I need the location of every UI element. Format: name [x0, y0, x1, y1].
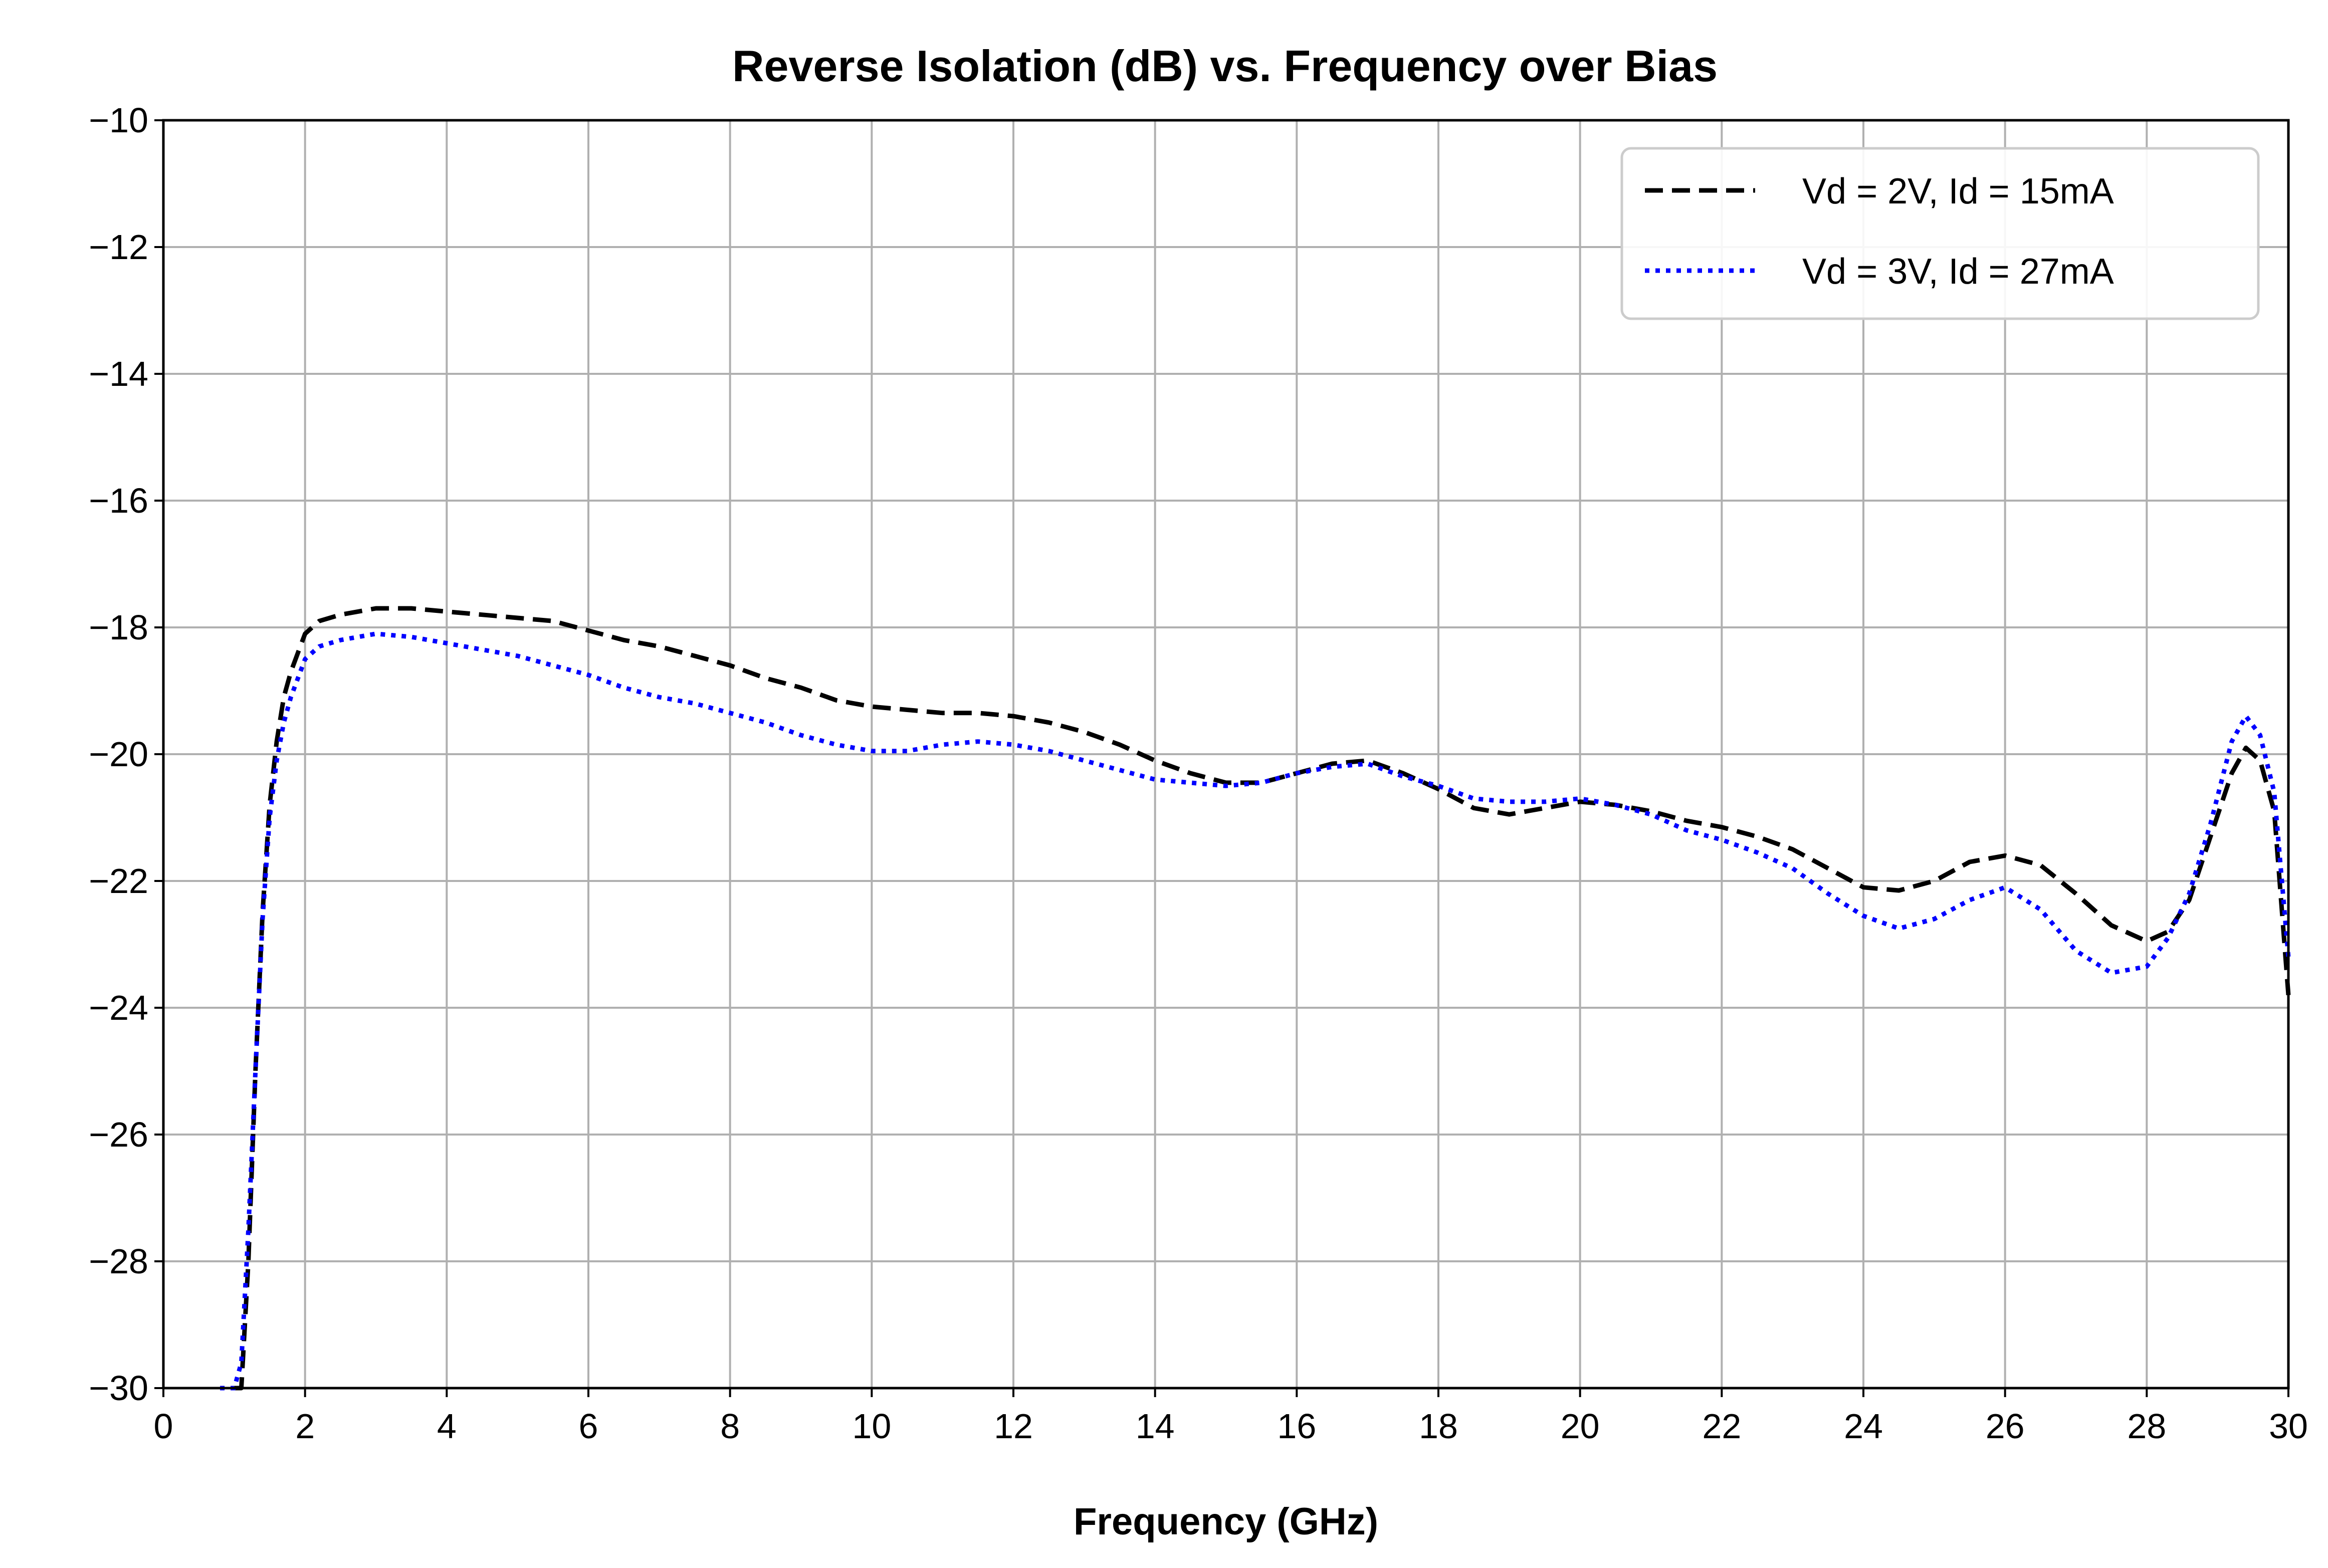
x-tick-label: 20 — [1561, 1407, 1600, 1446]
x-tick-label: 22 — [1702, 1407, 1741, 1446]
legend-label-series-2: Vd = 3V, Id = 27mA — [1802, 252, 2114, 292]
series-layer — [220, 606, 2291, 1391]
x-tick-label: 8 — [720, 1407, 740, 1446]
y-tick-label: −26 — [89, 1115, 148, 1154]
x-tick-label: 2 — [295, 1407, 315, 1446]
x-axis: 0 2 4 6 8 10 12 14 16 18 20 22 24 26 28 30 — [154, 1388, 2308, 1446]
y-axis: −30 −28 −26 −24 −22 −20 −18 −16 −14 −12 −10 — [89, 101, 163, 1408]
y-tick-label: −16 — [89, 481, 148, 520]
series-line-2 — [220, 631, 2291, 1391]
y-tick-label: −14 — [89, 354, 148, 393]
y-tick-label: −18 — [89, 608, 148, 647]
y-tick-label: −10 — [89, 101, 148, 140]
y-tick-label: −22 — [89, 861, 148, 901]
y-tick-label: −28 — [89, 1242, 148, 1281]
legend-label-series-1: Vd = 2V, Id = 15mA — [1802, 171, 2114, 211]
x-tick-label: 30 — [2269, 1407, 2308, 1446]
y-tick-label: −24 — [89, 988, 148, 1027]
x-tick-label: 10 — [852, 1407, 891, 1446]
x-tick-label: 24 — [1844, 1407, 1883, 1446]
x-tick-label: 4 — [437, 1407, 457, 1446]
x-tick-label: 16 — [1277, 1407, 1316, 1446]
series-line-1 — [234, 606, 2291, 1391]
x-axis-label: Frequency (GHz) — [1074, 1500, 1378, 1543]
chart-title: Reverse Isolation (dB) vs. Frequency ove… — [732, 41, 1718, 91]
x-tick-label: 26 — [1986, 1407, 2025, 1446]
x-tick-label: 0 — [154, 1407, 173, 1446]
x-tick-label: 14 — [1136, 1407, 1175, 1446]
y-tick-label: −30 — [89, 1369, 148, 1408]
x-tick-label: 28 — [2127, 1407, 2166, 1446]
legend-box — [1620, 147, 2260, 320]
x-tick-label: 12 — [994, 1407, 1033, 1446]
y-tick-label: −12 — [89, 228, 148, 267]
x-tick-label: 6 — [579, 1407, 598, 1446]
x-tick-label: 18 — [1419, 1407, 1458, 1446]
legend: Vd = 2V, Id = 15mA Vd = 3V, Id = 27mA — [1620, 147, 2260, 320]
y-tick-label: −20 — [89, 735, 148, 774]
